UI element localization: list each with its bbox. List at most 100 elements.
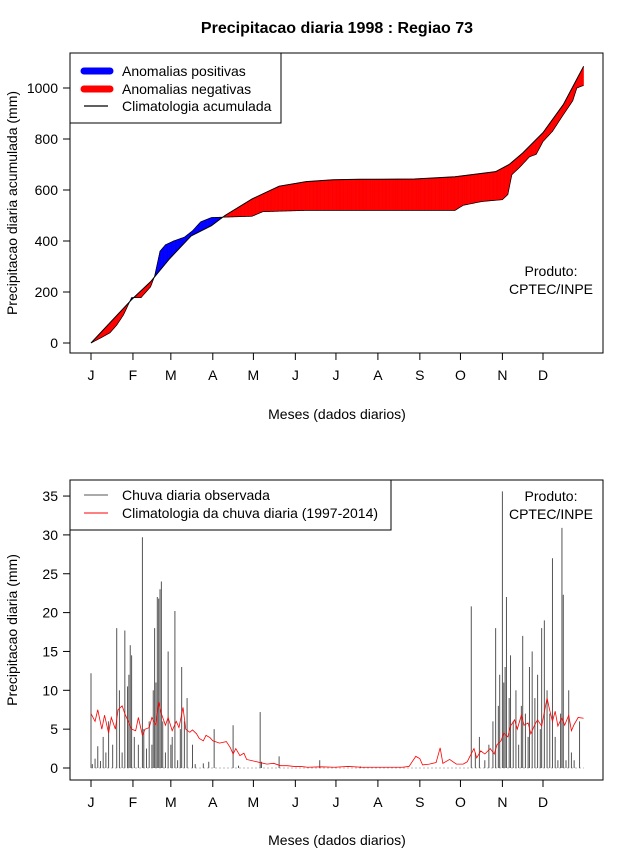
negative-anomaly-segment xyxy=(249,199,251,217)
negative-anomaly-segment xyxy=(303,181,306,211)
negative-anomaly-segment xyxy=(402,178,404,211)
negative-anomaly-segment xyxy=(296,182,299,211)
negative-anomaly-segment xyxy=(338,179,341,211)
negative-anomaly-segment xyxy=(457,176,460,210)
negative-anomaly-segment xyxy=(350,179,353,211)
negative-anomaly-segment xyxy=(308,181,311,211)
x-axis-label-top: Meses (dados diarios) xyxy=(268,406,406,422)
negative-anomaly-segment xyxy=(261,193,264,213)
negative-anomaly-segment xyxy=(462,175,465,206)
negative-anomaly-segment xyxy=(262,192,265,212)
negative-anomaly-segment xyxy=(238,206,241,217)
negative-anomaly-segment xyxy=(379,178,381,211)
negative-anomaly-segment xyxy=(337,179,339,211)
negative-anomaly-segment xyxy=(322,180,324,211)
negative-anomaly-segment xyxy=(438,177,441,211)
positive-anomaly-segment xyxy=(169,241,172,260)
negative-anomaly-segment xyxy=(243,202,246,217)
x-tick-label: O xyxy=(455,794,466,810)
y-tick-label: 25 xyxy=(42,566,58,582)
negative-anomaly-segment xyxy=(265,191,268,212)
negative-anomaly-segment xyxy=(383,178,385,211)
x-tick-label: M xyxy=(248,367,260,383)
negative-anomaly-segment xyxy=(324,180,327,211)
negative-anomaly-segment xyxy=(370,179,373,211)
negative-anomaly-segment xyxy=(477,173,480,203)
legend-label-observed: Chuva diaria observada xyxy=(122,487,270,503)
negative-anomaly-segment xyxy=(483,172,486,202)
x-tick-label: S xyxy=(415,794,424,810)
negative-anomaly-segment xyxy=(257,195,260,215)
negative-anomaly-segment xyxy=(411,178,414,211)
y-tick-label: 800 xyxy=(35,131,59,147)
negative-anomaly-segment xyxy=(518,154,521,169)
negative-anomaly-segment xyxy=(429,177,431,211)
product-label-bottom: Produto: xyxy=(525,488,578,504)
negative-anomaly-segment xyxy=(361,179,364,211)
negative-anomaly-segment xyxy=(305,181,308,211)
negative-anomaly-segment xyxy=(328,179,331,211)
legend-label-climatology: Climatologia acumulada xyxy=(122,98,272,114)
negative-anomaly-segment xyxy=(300,182,303,211)
y-tick-label: 400 xyxy=(35,233,59,249)
negative-anomaly-segment xyxy=(236,206,239,217)
negative-anomaly-segment xyxy=(392,178,395,211)
x-tick-label: J xyxy=(88,794,95,810)
negative-anomaly-segment xyxy=(450,176,453,211)
x-tick-label: A xyxy=(373,367,383,383)
negative-anomaly-segment xyxy=(258,194,261,214)
negative-anomaly-segment xyxy=(255,196,258,215)
negative-anomaly-segment xyxy=(339,179,342,211)
negative-anomaly-segment xyxy=(485,172,488,202)
negative-anomaly-segment xyxy=(312,180,315,211)
negative-anomaly-segment xyxy=(364,179,366,211)
negative-anomaly-segment xyxy=(403,178,406,211)
positive-anomaly-segment xyxy=(207,218,209,229)
negative-anomaly-segment xyxy=(319,180,322,211)
negative-anomaly-segment xyxy=(272,188,274,212)
negative-anomaly-segment xyxy=(454,176,457,211)
negative-anomaly-segment xyxy=(476,173,479,203)
negative-anomaly-segment xyxy=(320,180,323,211)
negative-anomaly-segment xyxy=(295,182,297,211)
positive-anomaly-segment xyxy=(170,241,173,258)
negative-anomaly-segment xyxy=(353,179,356,211)
x-tick-label: F xyxy=(129,794,138,810)
x-tick-label: N xyxy=(497,794,507,810)
x-tick-label: J xyxy=(292,794,299,810)
negative-anomaly-segment xyxy=(239,205,242,217)
negative-anomaly-segment xyxy=(311,180,314,211)
negative-anomaly-segment xyxy=(278,185,281,212)
negative-anomaly-segment xyxy=(458,175,461,209)
negative-anomaly-segment xyxy=(426,178,429,211)
negative-anomaly-segment xyxy=(323,180,326,211)
negative-anomaly-segment xyxy=(372,179,375,211)
x-tick-label: N xyxy=(497,367,507,383)
negative-anomaly-segment xyxy=(415,178,418,211)
x-tick-label: A xyxy=(373,794,383,810)
positive-anomaly-segment xyxy=(159,249,162,271)
negative-anomaly-segment xyxy=(430,177,433,211)
negative-anomaly-segment xyxy=(284,184,287,212)
x-tick-label: O xyxy=(455,367,466,383)
positive-anomaly-segment xyxy=(171,240,174,257)
x-tick-label: M xyxy=(248,794,260,810)
negative-anomaly-segment xyxy=(376,179,379,211)
legend-label-positive: Anomalias positivas xyxy=(122,63,246,79)
negative-anomaly-segment xyxy=(384,178,387,211)
negative-anomaly-segment xyxy=(242,203,245,217)
negative-anomaly-segment xyxy=(310,181,312,211)
positive-anomaly-segment xyxy=(209,217,212,227)
y-tick-label: 35 xyxy=(42,488,58,504)
negative-anomaly-segment xyxy=(365,179,368,211)
negative-anomaly-segment xyxy=(484,172,487,202)
negative-anomaly-segment xyxy=(427,177,430,211)
negative-anomaly-segment xyxy=(407,178,410,211)
x-tick-label: J xyxy=(88,367,95,383)
x-axis-label-bottom: Meses (dados diarios) xyxy=(268,832,406,848)
negative-anomaly-segment xyxy=(456,176,458,210)
y-tick-label: 0 xyxy=(50,760,58,776)
negative-anomaly-segment xyxy=(480,173,483,202)
x-tick-label: M xyxy=(165,367,177,383)
